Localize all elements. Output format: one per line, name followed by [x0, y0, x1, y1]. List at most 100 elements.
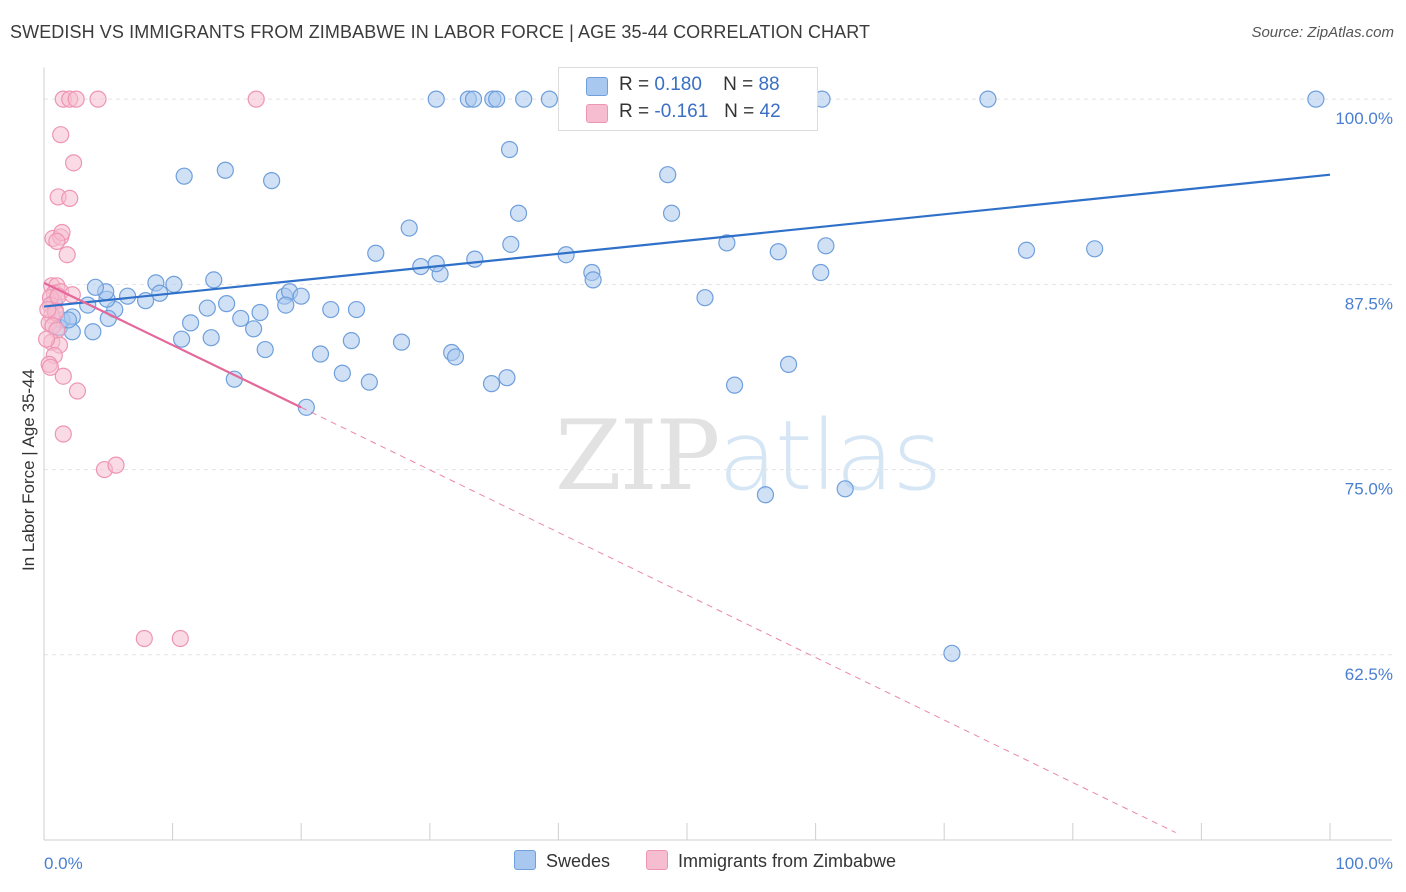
swedes-point — [118, 287, 137, 305]
zimbabwe-point — [39, 300, 57, 319]
swedes-point — [427, 90, 445, 108]
zimbabwe-trend-line — [43, 281, 302, 409]
swedes-point — [400, 219, 418, 237]
y-tick-label: 100.0% — [1335, 109, 1393, 128]
zimbabwe-point — [37, 330, 56, 348]
swedes-point — [198, 299, 216, 317]
swedes-point — [836, 480, 854, 498]
swedes-point — [232, 309, 250, 328]
bottom-legend-label-zimbabwe: Immigrants from Zimbabwe — [678, 851, 897, 871]
zimbabwe-point — [171, 629, 189, 648]
swedes-point — [165, 275, 183, 293]
swedes-point — [86, 278, 105, 296]
swedes-point — [817, 237, 835, 255]
source-label: Source: ZipAtlas.com — [1251, 24, 1394, 41]
zimbabwe-point — [247, 90, 265, 108]
swedes-point — [482, 375, 501, 393]
legend-r-value: 0.180 — [654, 74, 702, 95]
bottom-legend-label-swedes: Swedes — [546, 851, 611, 871]
swedes-point — [347, 300, 366, 319]
swedes-point — [498, 369, 516, 387]
swedes-point — [367, 244, 385, 262]
legend-swatch-swedes — [586, 77, 608, 96]
legend-text-swedes: R = 0.180 N = 88 — [619, 74, 780, 96]
swedes-point — [175, 167, 193, 185]
swedes-point — [500, 140, 519, 159]
swedes-point — [182, 314, 200, 332]
legend-text-zimbabwe: R = -0.161 N = 42 — [619, 101, 781, 123]
swedes-point — [251, 303, 269, 322]
legend-n-label: N = — [724, 101, 755, 122]
swedes-point — [515, 90, 533, 108]
chart-title: SWEDISH VS IMMIGRANTS FROM ZIMBABWE IN L… — [10, 22, 871, 42]
swedes-point — [718, 234, 736, 252]
swedes-point — [756, 486, 775, 504]
zimbabwe-point — [61, 189, 79, 208]
swedes-point — [333, 364, 351, 382]
swedes-point — [1086, 240, 1104, 258]
swedes-point — [659, 166, 677, 184]
swedes-point — [205, 271, 223, 289]
legend-n-label: N = — [723, 74, 754, 95]
bottom-legend-swatch-swedes — [514, 850, 536, 870]
legend-n-value: 42 — [759, 101, 781, 122]
zimbabwe-point — [135, 629, 153, 648]
swedes-point — [466, 250, 484, 268]
zimbabwe-point — [68, 382, 87, 400]
swedes-point — [725, 376, 744, 394]
legend-r-label: R = — [619, 74, 650, 95]
swedes-point — [696, 289, 714, 307]
swedes-point — [84, 323, 102, 341]
swedes-point — [173, 330, 191, 348]
legend-n-value: 88 — [758, 74, 780, 95]
swedes-point — [322, 300, 340, 319]
swedes-point — [427, 255, 445, 273]
swedes-point — [256, 340, 274, 359]
swedes-point — [225, 370, 243, 388]
swedes-point — [464, 90, 483, 108]
swedes-point — [662, 204, 681, 222]
swedes-point — [263, 172, 281, 190]
zimbabwe-point — [58, 246, 76, 264]
swedes-point — [502, 235, 520, 253]
zimbabwe-point — [54, 425, 72, 443]
legend-r-label: R = — [619, 101, 650, 122]
swedes-point — [59, 311, 78, 329]
zimbabwe-point — [48, 232, 66, 250]
zimbabwe-point — [89, 90, 107, 108]
zimbabwe-point — [52, 126, 70, 144]
bottom-legend-swatch-zimbabwe — [646, 850, 668, 870]
swedes-point — [979, 90, 997, 108]
swedes-point — [509, 204, 528, 222]
y-tick-label: 75.0% — [1345, 480, 1393, 499]
swedes-point — [779, 355, 798, 373]
swedes-point — [216, 161, 234, 179]
swedes-point — [218, 295, 236, 313]
swedes-point — [1307, 90, 1325, 108]
x-tick-label-max: 100.0% — [1335, 854, 1393, 873]
y-tick-label: 87.5% — [1345, 294, 1393, 313]
swedes-point — [584, 271, 602, 289]
swedes-point — [769, 243, 787, 261]
swedes-point — [277, 296, 295, 314]
swedes-point — [1017, 241, 1036, 259]
legend-r-value: -0.161 — [654, 101, 709, 122]
zimbabwe-point — [54, 367, 72, 385]
swedes-point — [297, 398, 315, 416]
swedes-point — [311, 345, 330, 363]
y-tick-label: 62.5% — [1345, 665, 1393, 684]
swedes-point — [943, 644, 961, 662]
bottom-legend-swedes: Swedes — [514, 850, 610, 872]
swedes-point — [812, 263, 830, 282]
swedes-point — [446, 348, 465, 366]
zimbabwe-trend-extension — [300, 406, 1176, 834]
swedes-point — [488, 90, 506, 108]
swedes-point — [202, 329, 220, 347]
swedes-point — [557, 246, 575, 264]
zimbabwe-point — [41, 358, 60, 376]
zimbabwe-point — [64, 154, 83, 172]
correlation-legend: R = 0.180 N = 88 R = -0.161 N = 42 — [558, 67, 818, 131]
swedes-point — [360, 373, 378, 391]
swedes-point — [540, 90, 558, 108]
